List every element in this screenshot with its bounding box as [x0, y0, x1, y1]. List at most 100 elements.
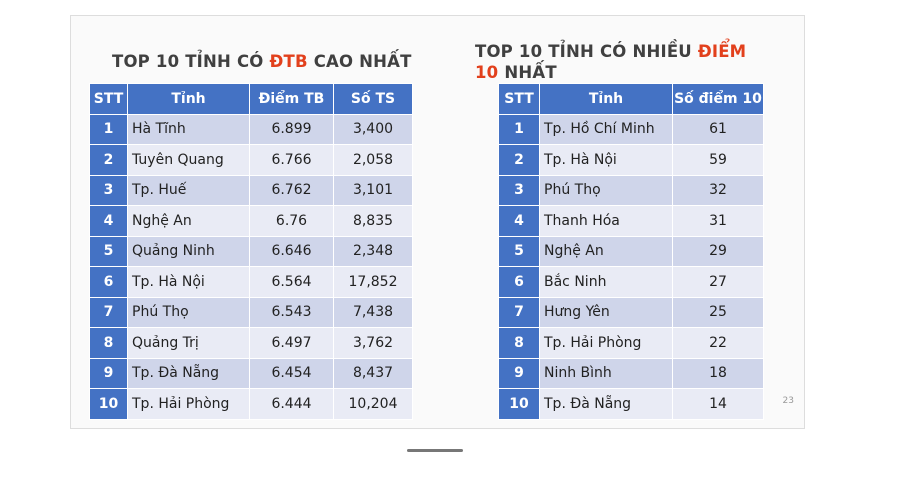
table-row: 10 Tp. Hải Phòng 6.444 10,204: [89, 388, 413, 420]
table-cell: 3: [498, 174, 540, 206]
table-cell: 32: [672, 174, 764, 206]
table-cell: 2: [89, 144, 128, 176]
table-cell: 25: [672, 296, 764, 328]
table-cell: 22: [672, 327, 764, 359]
table-row: 9 Ninh Bình 18: [498, 357, 764, 389]
table-cell: 10: [498, 388, 540, 420]
table-cell: 8: [89, 327, 128, 359]
table-cell: 6.564: [249, 266, 334, 298]
table-row: 9 Tp. Đà Nẵng 6.454 8,437: [89, 357, 413, 389]
table-cell: 2,058: [333, 144, 413, 176]
table-cell: 9: [89, 357, 128, 389]
table-cell: Phú Thọ: [539, 174, 673, 206]
table-cell: 2,348: [333, 235, 413, 267]
table-cell: Tp. Huế: [127, 174, 250, 206]
table-cell: Bắc Ninh: [539, 266, 673, 298]
table-cell: 10,204: [333, 388, 413, 420]
table-cell: 8,437: [333, 357, 413, 389]
table-cell: 59: [672, 144, 764, 176]
table-cell: 6: [89, 266, 128, 298]
table-cell: Quảng Ninh: [127, 235, 250, 267]
table-cell: 8: [498, 327, 540, 359]
table-cell: Tp. Hồ Chí Minh: [539, 113, 673, 145]
table-cell: 1: [498, 113, 540, 145]
table-cell: Tp. Hà Nội: [127, 266, 250, 298]
table-cell: 3,101: [333, 174, 413, 206]
scroll-indicator: [407, 449, 463, 452]
left-table: STT Tỉnh Điểm TB Số TS 1 Hà Tĩnh 6.899 3,400 2 Tu…: [89, 83, 413, 420]
table-cell: 17,852: [333, 266, 413, 298]
title-highlight: ĐTB: [269, 52, 308, 71]
table-row: 7 Phú Thọ 6.543 7,438: [89, 296, 413, 328]
table-cell: 27: [672, 266, 764, 298]
table-row: 2 Tuyên Quang 6.766 2,058: [89, 144, 413, 176]
table-cell: 3,400: [333, 113, 413, 145]
table-cell: 4: [498, 205, 540, 237]
table-row: 1 Hà Tĩnh 6.899 3,400: [89, 113, 413, 145]
table-cell: Thanh Hóa: [539, 205, 673, 237]
table-row: 10 Tp. Đà Nẵng 14: [498, 388, 764, 420]
title-part: NHẤT: [504, 63, 557, 82]
table-cell: 2: [498, 144, 540, 176]
table-cell: 6.646: [249, 235, 334, 267]
table-row: 8 Quảng Trị 6.497 3,762: [89, 327, 413, 359]
header-cell: STT: [89, 83, 128, 115]
table-cell: 7: [498, 296, 540, 328]
title-part: TOP 10 TỈNH CÓ NHIỀU: [475, 42, 692, 61]
table-cell: 6.766: [249, 144, 334, 176]
title-part: TOP 10 TỈNH CÓ: [112, 52, 264, 71]
table-cell: 6.899: [249, 113, 334, 145]
table-cell: 10: [89, 388, 128, 420]
table-row: 7 Hưng Yên 25: [498, 296, 764, 328]
header-cell: Tỉnh: [127, 83, 250, 115]
table-cell: 7,438: [333, 296, 413, 328]
table-row: 5 Quảng Ninh 6.646 2,348: [89, 235, 413, 267]
header-cell: Số điểm 10: [672, 83, 764, 115]
table-cell: Tp. Hải Phòng: [539, 327, 673, 359]
table-cell: Hà Tĩnh: [127, 113, 250, 145]
table-cell: 1: [89, 113, 128, 145]
header-cell: Số TS: [333, 83, 413, 115]
table-row: 3 Tp. Huế 6.762 3,101: [89, 174, 413, 206]
table-row: 1 Tp. Hồ Chí Minh 61: [498, 113, 764, 145]
table-cell: Tp. Đà Nẵng: [127, 357, 250, 389]
table-cell: 6.454: [249, 357, 334, 389]
table-row: 5 Nghệ An 29: [498, 235, 764, 267]
table-cell: Tuyên Quang: [127, 144, 250, 176]
table-cell: 7: [89, 296, 128, 328]
table-cell: 6.76: [249, 205, 334, 237]
table-cell: Hưng Yên: [539, 296, 673, 328]
page-number: 23: [782, 396, 794, 406]
table-cell: 6.543: [249, 296, 334, 328]
header-row: STT Tỉnh Số điểm 10: [498, 83, 764, 115]
table-cell: Nghệ An: [127, 205, 250, 237]
table-cell: 31: [672, 205, 764, 237]
table-cell: 5: [89, 235, 128, 267]
table-cell: Nghệ An: [539, 235, 673, 267]
right-title: TOP 10 TỈNH CÓ NHIỀU ĐIỂM 10 NHẤT: [475, 41, 775, 83]
table-cell: 4: [89, 205, 128, 237]
table-row: 4 Thanh Hóa 31: [498, 205, 764, 237]
table-cell: 6.762: [249, 174, 334, 206]
title-part: CAO NHẤT: [313, 52, 412, 71]
table-cell: 61: [672, 113, 764, 145]
left-title: TOP 10 TỈNH CÓ ĐTB CAO NHẤT: [112, 51, 412, 72]
table-cell: Tp. Hà Nội: [539, 144, 673, 176]
title-highlight: ĐIỂM 10: [475, 42, 747, 82]
slide: TOP 10 TỈNH CÓ ĐTB CAO NHẤT TOP 10 TỈNH …: [70, 15, 805, 429]
header-cell: STT: [498, 83, 540, 115]
table-cell: 29: [672, 235, 764, 267]
right-table: STT Tỉnh Số điểm 10 1 Tp. Hồ Chí Minh 61 2 Tp. …: [498, 83, 764, 420]
header-cell: Điểm TB: [249, 83, 334, 115]
table-cell: Tp. Đà Nẵng: [539, 388, 673, 420]
table-cell: 14: [672, 388, 764, 420]
table-row: 8 Tp. Hải Phòng 22: [498, 327, 764, 359]
table-row: 3 Phú Thọ 32: [498, 174, 764, 206]
table-cell: 6: [498, 266, 540, 298]
header-cell: Tỉnh: [539, 83, 673, 115]
table-cell: 9: [498, 357, 540, 389]
header-row: STT Tỉnh Điểm TB Số TS: [89, 83, 413, 115]
table-row: 4 Nghệ An 6.76 8,835: [89, 205, 413, 237]
table-cell: 8,835: [333, 205, 413, 237]
table-cell: Ninh Bình: [539, 357, 673, 389]
